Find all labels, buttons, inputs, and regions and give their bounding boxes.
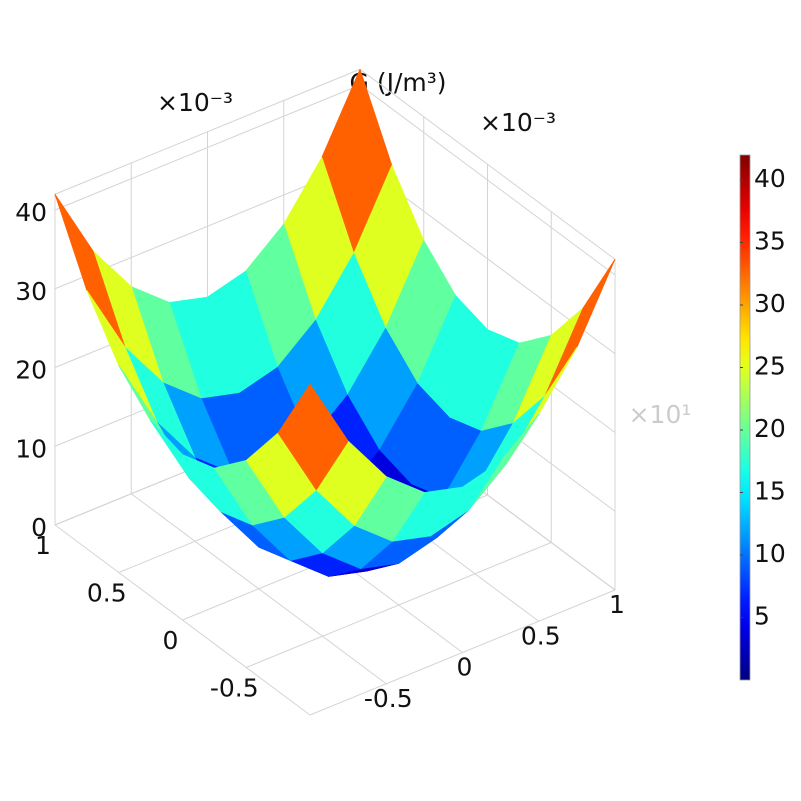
z-tick-label: 30 (15, 277, 47, 306)
surface-patch (544, 258, 616, 397)
colorbar-tick-label: 25 (754, 352, 786, 381)
surface (54, 68, 616, 577)
colorbar (739, 154, 751, 681)
y-tick-label: 1 (609, 590, 625, 619)
x-tick-label: 1 (35, 531, 51, 560)
z-tick-label: 20 (15, 356, 47, 385)
x-tick-label: 0.5 (87, 579, 127, 608)
colorbar-tick-label: 10 (754, 539, 786, 568)
colorbar-tick-label: 20 (754, 414, 786, 443)
colorbar-tick-label: 15 (754, 477, 786, 506)
y-tick-label: -0.5 (364, 684, 413, 713)
x-tick-label: 0 (163, 626, 179, 655)
y-tick-label: 0.5 (521, 621, 561, 650)
x-tick-label: -0.5 (210, 674, 259, 703)
exponent-label: ×10⁻³ (157, 88, 233, 117)
colorbar-tick-label: 40 (754, 164, 786, 193)
exponent-label: ×10⁻³ (480, 108, 556, 137)
colorbar-tick-label: 5 (754, 602, 770, 631)
colorbar-tick-label: 35 (754, 227, 786, 256)
exponent-label: ×10¹ (629, 400, 692, 429)
z-tick-label: 0 (31, 513, 47, 542)
surface-patch (277, 383, 349, 491)
z-tick-label: 40 (15, 198, 47, 227)
z-tick-label: 10 (15, 434, 47, 463)
grid-line (130, 493, 387, 685)
colorbar-tick-label: 30 (754, 289, 786, 318)
y-tick-label: 0 (457, 653, 473, 682)
